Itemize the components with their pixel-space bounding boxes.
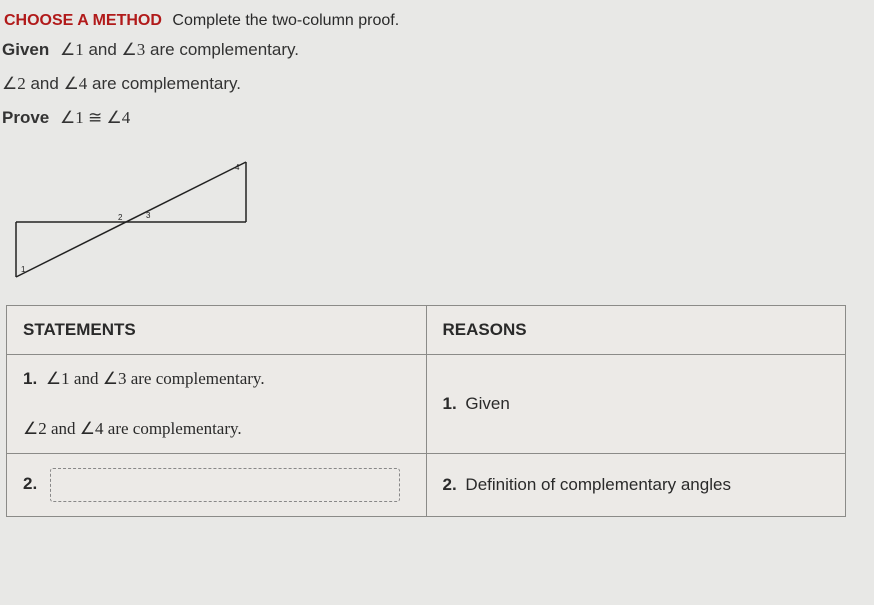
table-row: 2. 2. Definition of complementary angles [7,454,846,517]
given1-a: ∠1 [60,40,84,59]
stmt1a-text: ∠1 and ∠3 are complementary. [46,369,265,388]
blank-input-box[interactable] [50,468,400,502]
proof-table: STATEMENTS REASONS 1. ∠1 and ∠3 are comp… [6,305,846,517]
page-root: CHOOSE A METHOD Complete the two-column … [0,0,874,517]
instruction-text: Complete the two-column proof. [172,12,399,29]
rsn1-num: 1. [443,394,457,413]
title-line: CHOOSE A METHOD Complete the two-column … [4,12,862,30]
reason-cell-2: 2. Definition of complementary angles [426,454,846,517]
table-row: 1. ∠1 and ∠3 are complementary. ∠2 and ∠… [7,355,846,454]
prove-text: ∠1 ≅ ∠4 [60,108,130,127]
statement-cell-1: 1. ∠1 and ∠3 are complementary. ∠2 and ∠… [7,355,427,454]
diagram-label-4: 4 [235,163,240,172]
given-line-2: ∠2 and ∠4 are complementary. [2,74,862,94]
diagram-label-1: 1 [21,265,26,274]
rsn2-num: 2. [443,475,457,494]
prove-label: Prove [2,108,49,127]
method-label: CHOOSE A METHOD [4,12,162,29]
given-line-1: Given ∠1 and ∠3 are complementary. [2,40,862,60]
given2-tail: are complementary. [87,74,241,93]
header-reasons: REASONS [426,306,846,355]
given2-mid: and [26,74,64,93]
stmt2-num: 2. [23,474,37,493]
statement-cell-2: 2. [7,454,427,517]
stmt1-num: 1. [23,369,37,388]
given1-mid: and [84,40,122,59]
given2-a: ∠2 [2,74,26,93]
given1-tail: are complementary. [145,40,299,59]
header-statements: STATEMENTS [7,306,427,355]
rsn2-text: Definition of complementary angles [465,475,731,494]
stmt1b-text: ∠2 and ∠4 are complementary. [23,419,242,438]
table-header-row: STATEMENTS REASONS [7,306,846,355]
given2-b: ∠4 [64,74,88,93]
geometry-diagram: 1 2 3 4 [6,142,862,287]
given-label: Given [2,40,49,59]
diagram-label-2: 2 [118,213,123,222]
rsn1-text: Given [465,394,509,413]
diagram-label-3: 3 [146,211,151,220]
given1-b: ∠3 [122,40,146,59]
prove-line: Prove ∠1 ≅ ∠4 [2,108,862,128]
reason-cell-1: 1. Given [426,355,846,454]
